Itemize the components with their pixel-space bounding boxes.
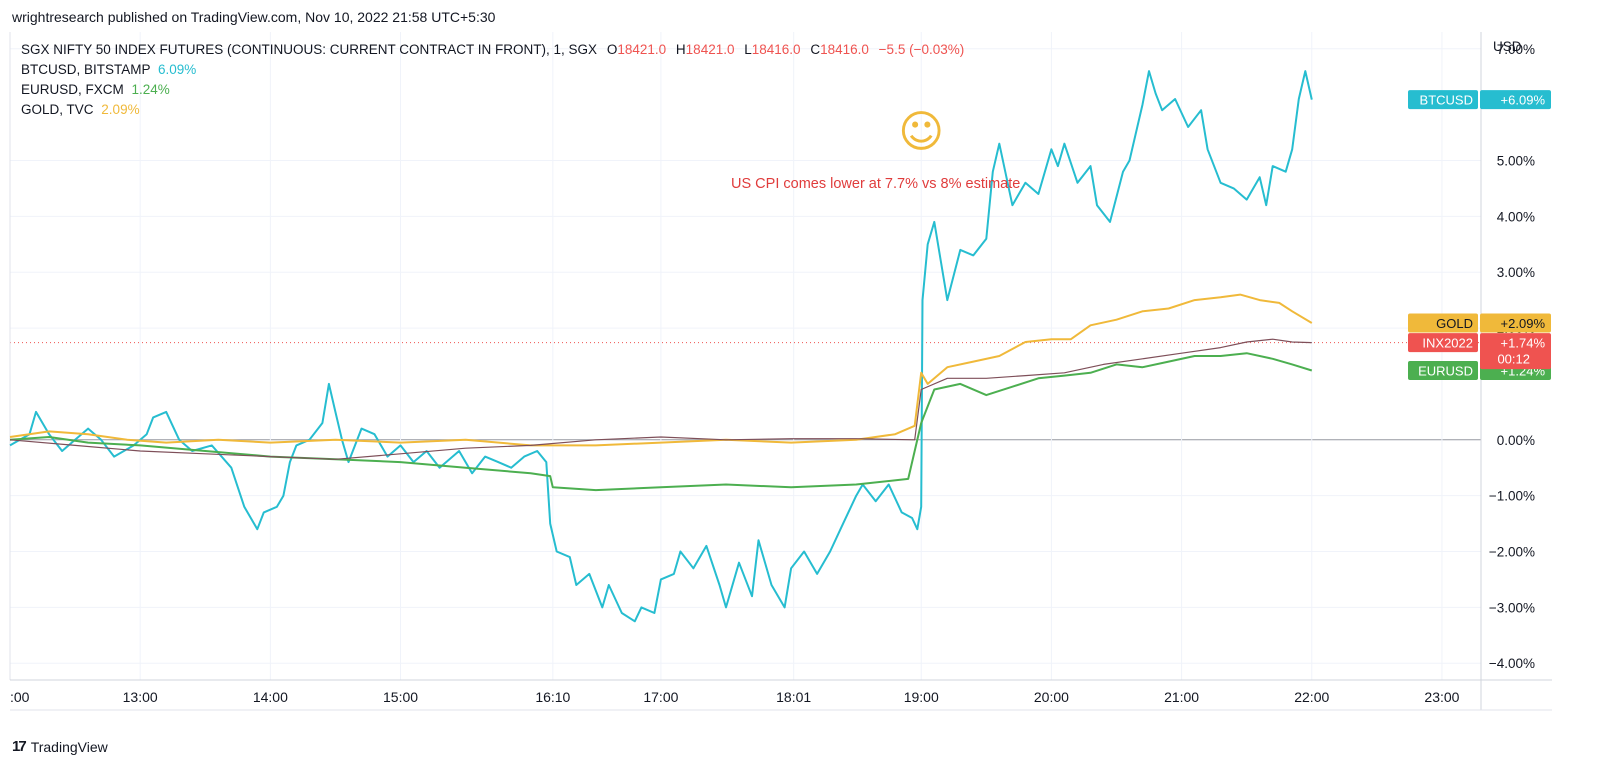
legend-row-label: BTCUSD, BITSTAMP — [21, 62, 151, 77]
ohlc-low-label: L — [744, 42, 752, 57]
price-tag-label: INX2022 — [1422, 336, 1473, 351]
y-tick-label: 7.00% — [1497, 42, 1535, 57]
price-tag-label: GOLD — [1436, 316, 1473, 331]
x-tick-label: 23:00 — [1424, 689, 1459, 705]
ohlc-open-value: 18421.0 — [617, 42, 667, 57]
price-tag-label: BTCUSD — [1420, 93, 1473, 108]
legend-row-gold[interactable]: GOLD, TVC 2.09% — [21, 100, 964, 120]
smiley-icon: ☺ — [898, 107, 944, 158]
price-tag-value-bg — [1480, 333, 1551, 370]
price-tag-countdown: 00:12 — [1497, 352, 1530, 367]
price-tag-label-bg — [1408, 313, 1478, 333]
price-tag-label: EURUSD — [1418, 364, 1473, 379]
x-tick-label: 19:00 — [904, 689, 939, 705]
ohlc-close-label: C — [810, 42, 821, 57]
ohlc-high-value: 18421.0 — [685, 42, 735, 57]
series-lines — [9, 70, 1313, 623]
price-tag-value: +6.09% — [1501, 93, 1546, 108]
tradingview-logo-icon: 17 — [12, 738, 27, 755]
tradingview-brand: TradingView — [30, 738, 108, 755]
series-line-inx2022[interactable] — [9, 338, 1312, 460]
tradingview-logo[interactable]: 17 TradingView — [12, 738, 108, 755]
y-tick-label: −4.00% — [1489, 656, 1535, 671]
price-tag-value-bg — [1480, 313, 1551, 333]
price-tag-gold[interactable]: GOLD +2.09% — [1408, 313, 1551, 333]
x-tick-label: 15:00 — [383, 689, 418, 705]
annotation-layer: ☺ US CPI comes lower at 7.7% vs 8% estima… — [731, 107, 1020, 192]
y-tick-label: −1.00% — [1489, 489, 1535, 504]
legend-row-value: 6.09% — [158, 62, 197, 77]
legend-main-symbol[interactable]: SGX NIFTY 50 INDEX FUTURES (CONTINUOUS: … — [21, 40, 964, 60]
ohlc-change: −5.5 (−0.03%) — [878, 42, 965, 57]
x-tick-label: 20:00 — [1034, 689, 1069, 705]
x-tick-label: 17:00 — [643, 689, 678, 705]
y-tick-label: 0.00% — [1497, 433, 1535, 448]
legend-row-btcusd[interactable]: BTCUSD, BITSTAMP 6.09% — [21, 60, 964, 80]
series-line-btcusd[interactable] — [9, 70, 1313, 623]
y-tick-label: 3.00% — [1497, 265, 1535, 280]
price-tag-value: +1.74% — [1501, 336, 1546, 351]
x-tick-label: 13:00 — [123, 689, 158, 705]
legend-row-eurusd[interactable]: EURUSD, FXCM 1.24% — [21, 80, 964, 100]
price-tags: BTCUSD +6.09%GOLD +2.09%EURUSD +1.24%INX202… — [1408, 90, 1551, 381]
price-tag-label-bg — [1408, 361, 1478, 381]
main-symbol-label: SGX NIFTY 50 INDEX FUTURES (CONTINUOUS: … — [21, 42, 598, 57]
x-tick-label: :00 — [10, 689, 30, 705]
price-tag-inx2022[interactable]: INX2022 +1.74%00:12 — [1408, 333, 1551, 370]
legend-row-label: EURUSD, FXCM — [21, 82, 124, 97]
x-tick-label: 22:00 — [1294, 689, 1329, 705]
annotation-text: US CPI comes lower at 7.7% vs 8% estimat… — [731, 176, 1020, 192]
price-tag-value: +2.09% — [1501, 316, 1546, 331]
ohlc-high-label: H — [675, 42, 686, 57]
x-tick-label: 14:00 — [253, 689, 288, 705]
ohlc-low-value: 18416.0 — [751, 42, 801, 57]
legend-row-label: GOLD, TVC — [21, 102, 94, 117]
x-tick-label: 21:00 — [1164, 689, 1199, 705]
ohlc-close-value: 18416.0 — [820, 42, 869, 57]
price-tag-value-bg — [1480, 90, 1551, 110]
ohlc-open-label: O — [606, 42, 618, 57]
price-tag-label-bg — [1408, 90, 1478, 110]
series-line-gold[interactable] — [9, 293, 1313, 447]
y-tick-label: 5.00% — [1497, 153, 1535, 168]
chart-axes: 7.00%5.00%4.00%3.00%2.00%0.00%−1.00%−2.0… — [9, 32, 1552, 711]
y-axis-unit: USD — [1493, 39, 1522, 54]
price-tag-label-bg — [1408, 333, 1478, 353]
y-tick-label: −2.00% — [1489, 545, 1535, 560]
y-tick-label: 4.00% — [1497, 209, 1535, 224]
series-legend: SGX NIFTY 50 INDEX FUTURES (CONTINUOUS: … — [21, 40, 964, 120]
y-tick-label: −3.00% — [1489, 600, 1535, 615]
x-tick-label: 16:10 — [535, 689, 570, 705]
publisher-caption: wrightresearch published on TradingView.… — [12, 9, 496, 25]
x-tick-label: 18:01 — [776, 689, 811, 705]
legend-row-value: 1.24% — [131, 82, 170, 97]
legend-row-value: 2.09% — [101, 102, 140, 117]
price-tag-btcusd[interactable]: BTCUSD +6.09% — [1408, 90, 1551, 110]
